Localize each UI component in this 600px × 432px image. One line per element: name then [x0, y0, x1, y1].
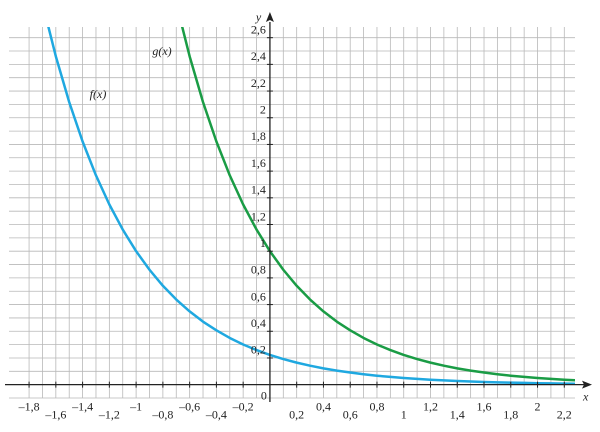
- x-tick-label: –0,8: [151, 407, 173, 421]
- x-tick-label: 2,2: [557, 407, 572, 421]
- series-label: g(x): [152, 44, 171, 58]
- y-tick-label: 2,6: [251, 22, 266, 36]
- y-tick-label: 0,8: [251, 263, 266, 277]
- x-tick-label: 1: [401, 407, 407, 421]
- x-tick-label: –1,6: [44, 407, 66, 421]
- y-tick-label: 0,4: [251, 316, 266, 330]
- y-tick-label: 0,2: [251, 343, 266, 357]
- x-tick-label: 1,4: [450, 407, 465, 421]
- curve: [180, 27, 575, 382]
- x-tick-label: –1,8: [18, 399, 40, 413]
- y-axis-arrow: [265, 12, 274, 22]
- x-tick-label: –0,6: [178, 399, 200, 413]
- x-tick-label: 1,2: [423, 399, 438, 413]
- y-tick-label: 2: [260, 102, 266, 116]
- x-tick-label: –0,2: [232, 399, 254, 413]
- series-label: f(x): [90, 87, 107, 101]
- y-axis-label: y: [255, 10, 262, 24]
- y-tick-label: 1,6: [251, 156, 266, 170]
- y-tick-label: 2,4: [251, 49, 266, 63]
- x-tick-label: 0,6: [343, 407, 358, 421]
- x-axis-arrow: [582, 380, 592, 389]
- x-tick-label: –0,4: [205, 407, 227, 421]
- x-tick-label: 0: [261, 388, 267, 402]
- y-tick-label: 1,4: [251, 183, 266, 197]
- x-tick-label: 0,8: [369, 399, 384, 413]
- x-tick-label: –1: [129, 399, 142, 413]
- curves: [47, 27, 575, 385]
- x-tick-label: 2: [535, 399, 541, 413]
- x-tick-label: 0,4: [316, 399, 331, 413]
- y-tick-label: 0,6: [251, 289, 266, 303]
- y-tick-label: 1: [260, 236, 266, 250]
- y-tick-label: 1,2: [251, 209, 266, 223]
- x-tick-label: –1,2: [98, 407, 120, 421]
- x-axis-label: x: [582, 389, 589, 403]
- grid: [9, 27, 575, 399]
- y-tick-label: 1,8: [251, 129, 266, 143]
- x-tick-label: 1,8: [503, 407, 518, 421]
- x-tick-label: –1,4: [71, 399, 93, 413]
- y-tick-label: 2,2: [251, 76, 266, 90]
- curve: [47, 27, 575, 385]
- x-tick-label: 1,6: [477, 399, 492, 413]
- x-tick-label: 0,2: [289, 407, 304, 421]
